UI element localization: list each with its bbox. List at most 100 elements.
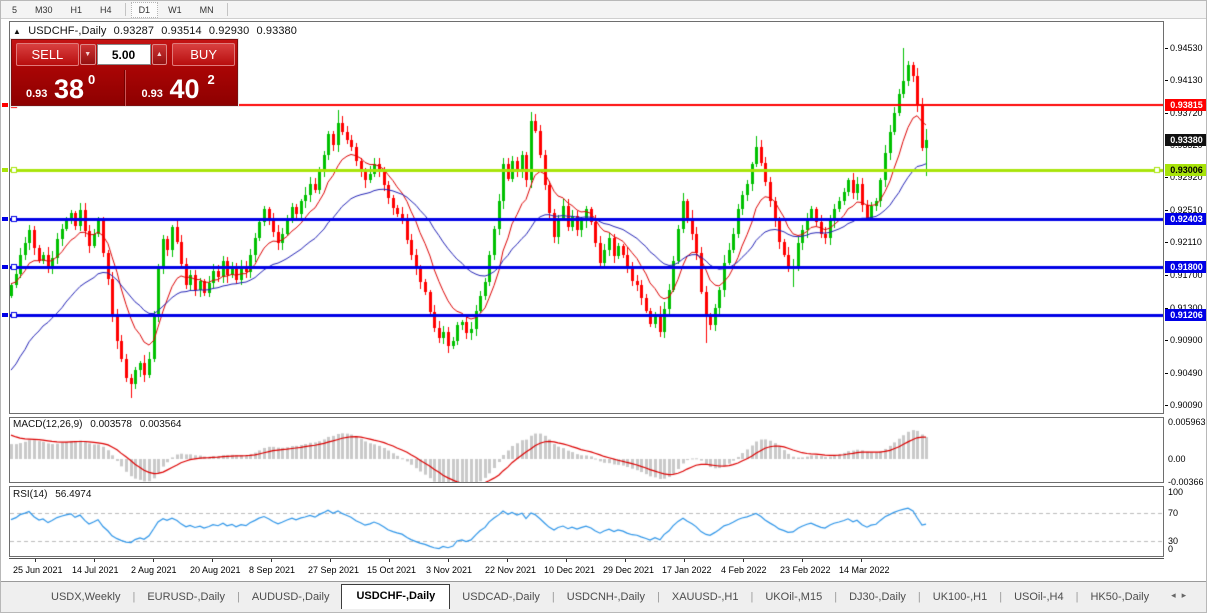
- macd-axis-label: 0.005963: [1168, 417, 1206, 427]
- date-tick-mark: [684, 559, 685, 562]
- date-tick-mark: [802, 559, 803, 562]
- price-tick-label: 0.92510: [1170, 205, 1203, 215]
- date-tick-mark: [94, 559, 95, 562]
- volume-increment-button[interactable]: ▲: [151, 44, 168, 65]
- date-tick-label: 27 Sep 2021: [308, 565, 360, 575]
- date-tick-label: 20 Aug 2021: [190, 565, 241, 575]
- sell-price-display[interactable]: 0.93 38 0: [12, 70, 125, 106]
- price-tick-mark: [1165, 210, 1168, 211]
- rsi-value: 56.4974: [55, 489, 92, 500]
- rsi-label: RSI(14) 56.4974: [13, 489, 96, 500]
- date-tick-label: 8 Sep 2021: [249, 565, 296, 575]
- rsi-axis-label: 70: [1168, 508, 1179, 518]
- symbol-tabs: USDX,Weekly | EURUSD-,Daily | AUDUSD-,Daily U…: [1, 581, 1206, 609]
- tab-dj30-daily[interactable]: DJ30-,Daily: [849, 591, 906, 603]
- timeframe-H1[interactable]: H1: [70, 4, 83, 15]
- tab-usdx-weekly[interactable]: USDX,Weekly: [51, 591, 121, 603]
- price-tick-mark: [1165, 80, 1168, 81]
- tab-scroll-arrows[interactable]: ◂▸: [1171, 590, 1193, 600]
- ohlc-low: 0.92930: [208, 25, 250, 37]
- timeframe-MN[interactable]: MN: [199, 4, 214, 15]
- price-tick-mark: [1165, 405, 1168, 406]
- tab-xauusd-h1[interactable]: XAUUSD-,H1: [671, 591, 739, 603]
- tab-separator: |: [917, 591, 921, 603]
- date-tick-label: 2 Aug 2021: [131, 565, 177, 575]
- sell-price-base: 0.93: [26, 88, 48, 100]
- volume-input[interactable]: 5.00: [96, 44, 151, 65]
- date-tick-mark: [153, 559, 154, 562]
- macd-axis-label: -0.00366: [1168, 477, 1204, 487]
- ohlc-open: 0.93287: [113, 25, 155, 37]
- tab-ukoil-m15[interactable]: UKOil-,M15: [765, 591, 823, 603]
- tab-usoil-h4[interactable]: USOil-,H4: [1014, 591, 1064, 603]
- date-axis: 25 Jun 2021 14 Jul 2021 2 Aug 2021 20 Aug 2…: [9, 558, 1164, 581]
- price-tick-label: 0.94530: [1170, 43, 1203, 53]
- price-tick-label: 0.94130: [1170, 75, 1203, 85]
- price-tick-label: 0.92110: [1170, 237, 1202, 247]
- price-tick-label: 0.90090: [1170, 400, 1203, 410]
- price-tick-mark: [1165, 242, 1168, 243]
- price-tick-mark: [1165, 373, 1168, 374]
- price-tick-label: 0.91300: [1170, 303, 1203, 313]
- date-tick-mark: [389, 559, 390, 562]
- tab-separator: |: [750, 591, 754, 603]
- date-tick-mark: [330, 559, 331, 562]
- trade-panel-toggle-icon[interactable]: ▲: [13, 27, 22, 36]
- toolbar-separator: [124, 3, 126, 16]
- tab-usdcad-daily[interactable]: USDCAD-,Daily: [462, 591, 540, 603]
- timeframe-W1[interactable]: W1: [168, 4, 182, 15]
- price-tick-label: 0.90900: [1170, 335, 1203, 345]
- tab-separator: |: [657, 591, 660, 603]
- timeframe-D1[interactable]: D1: [130, 1, 159, 18]
- price-tick-mark: [1165, 113, 1168, 114]
- macd-label: MACD(12,26,9) 0.003578 0.003564: [13, 419, 186, 430]
- price-tick-mark: [1165, 340, 1168, 341]
- price-level-badge: 0.92403: [1165, 213, 1206, 225]
- macd-main-value: 0.003578: [90, 419, 132, 430]
- one-click-trade-panel: SELL ▼ 5.00 ▲ BUY 0.93 38 0 0.93 40 2: [11, 39, 238, 106]
- date-tick-label: 22 Nov 2021: [485, 565, 537, 575]
- date-tick-mark: [507, 559, 508, 562]
- date-tick-mark: [625, 559, 626, 562]
- price-level-badge: 0.91206: [1165, 309, 1206, 321]
- macd-axis-label: 0.00: [1168, 454, 1186, 464]
- price-tick-mark: [1165, 308, 1168, 309]
- price-level-badge: 0.93380: [1165, 134, 1206, 146]
- price-tick-label: 0.91700: [1170, 270, 1203, 280]
- date-tick-mark: [271, 559, 272, 562]
- price-tick-label: 0.92920: [1170, 172, 1203, 182]
- price-level-badge: 0.93815: [1165, 99, 1206, 111]
- buy-price-point: 2: [207, 72, 215, 87]
- date-tick-label: 23 Feb 2022: [780, 565, 831, 575]
- rsi-panel: [9, 486, 1164, 557]
- volume-decrement-button[interactable]: ▼: [79, 44, 96, 65]
- rsi-canvas[interactable]: [10, 487, 1163, 556]
- date-tick-mark: [861, 559, 862, 562]
- date-tick-label: 15 Oct 2021: [367, 565, 417, 575]
- buy-price-display[interactable]: 0.93 40 2: [124, 70, 238, 106]
- timeframe-5[interactable]: 5: [12, 4, 18, 15]
- date-tick-mark: [35, 559, 36, 562]
- macd-canvas[interactable]: [10, 418, 1163, 482]
- chart-symbol-title: USDCHF-,Daily: [28, 25, 107, 37]
- rsi-axis-label: 0: [1168, 544, 1174, 554]
- date-tick-label: 25 Jun 2021: [13, 565, 63, 575]
- tab-eurusd-daily[interactable]: EURUSD-,Daily: [147, 591, 225, 603]
- date-tick-label: 29 Dec 2021: [603, 565, 655, 575]
- tab-usdcnh-daily[interactable]: USDCNH-,Daily: [566, 591, 646, 603]
- price-tick-mark: [1165, 177, 1168, 178]
- timeframe-H4[interactable]: H4: [100, 4, 112, 15]
- date-tick-label: 14 Mar 2022: [839, 565, 890, 575]
- tab-separator: |: [1075, 591, 1079, 603]
- rsi-axis-label: 100: [1168, 487, 1184, 497]
- tab-uk100-h1[interactable]: UK100-,H1: [932, 591, 988, 603]
- tab-hk50-daily[interactable]: HK50-,Daily: [1090, 591, 1150, 603]
- sell-button[interactable]: SELL: [16, 43, 79, 66]
- tab-usdchf-daily[interactable]: USDCHF-,Daily: [341, 584, 451, 609]
- buy-button[interactable]: BUY: [172, 43, 236, 66]
- buy-price-base: 0.93: [141, 88, 163, 100]
- timeframe-M30[interactable]: M30: [35, 4, 53, 15]
- tab-audusd-daily[interactable]: AUDUSD-,Daily: [251, 591, 330, 603]
- price-level-badge: 0.93006: [1165, 164, 1206, 176]
- tab-separator: |: [834, 591, 838, 603]
